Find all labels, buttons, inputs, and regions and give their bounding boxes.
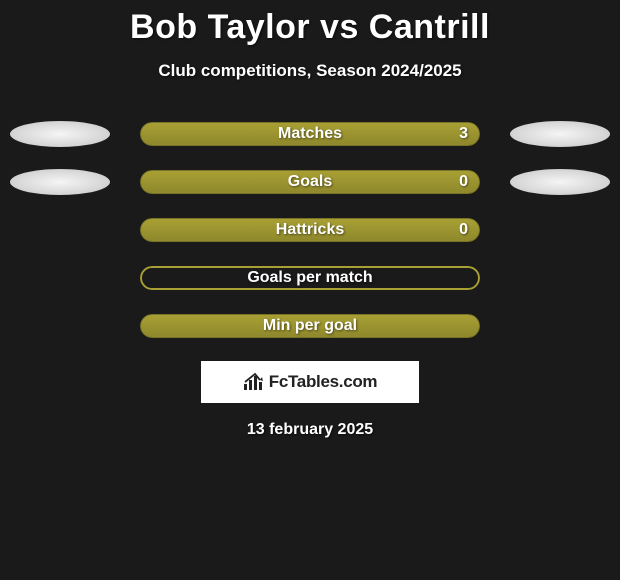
spacer: [510, 265, 610, 291]
stat-bar: Matches 3: [140, 122, 480, 146]
spacer: [10, 265, 110, 291]
page-subtitle: Club competitions, Season 2024/2025: [158, 61, 461, 81]
snapshot-date: 13 february 2025: [247, 421, 373, 439]
stat-label: Matches: [278, 125, 342, 143]
chart-icon: [243, 372, 265, 392]
stat-label: Goals: [288, 173, 332, 191]
stat-label: Hattricks: [276, 221, 344, 239]
stat-row: Min per goal: [10, 313, 610, 339]
player-right-marker: [510, 169, 610, 195]
stat-value: 3: [459, 125, 468, 143]
stat-value: 0: [459, 221, 468, 239]
spacer: [510, 313, 610, 339]
stat-value: 0: [459, 173, 468, 191]
stat-bar: Hattricks 0: [140, 218, 480, 242]
source-logo-text: FcTables.com: [269, 372, 378, 392]
stat-rows: Matches 3 Goals 0 Hattricks 0 Goals per match M…: [10, 121, 610, 339]
stat-label: Goals per match: [247, 269, 372, 287]
stat-bar: Min per goal: [140, 314, 480, 338]
player-left-marker: [10, 121, 110, 147]
player-right-marker: [510, 121, 610, 147]
page-title: Bob Taylor vs Cantrill: [130, 8, 490, 47]
stat-row: Hattricks 0: [10, 217, 610, 243]
comparison-card: Bob Taylor vs Cantrill Club competitions…: [0, 0, 620, 439]
spacer: [510, 217, 610, 243]
spacer: [10, 313, 110, 339]
player-left-marker: [10, 169, 110, 195]
stat-bar: Goals 0: [140, 170, 480, 194]
spacer: [10, 217, 110, 243]
stat-row: Goals per match: [10, 265, 610, 291]
source-logo-box: FcTables.com: [201, 361, 419, 403]
stat-row: Matches 3: [10, 121, 610, 147]
stat-label: Min per goal: [263, 317, 357, 335]
stat-row: Goals 0: [10, 169, 610, 195]
stat-bar: Goals per match: [140, 266, 480, 290]
